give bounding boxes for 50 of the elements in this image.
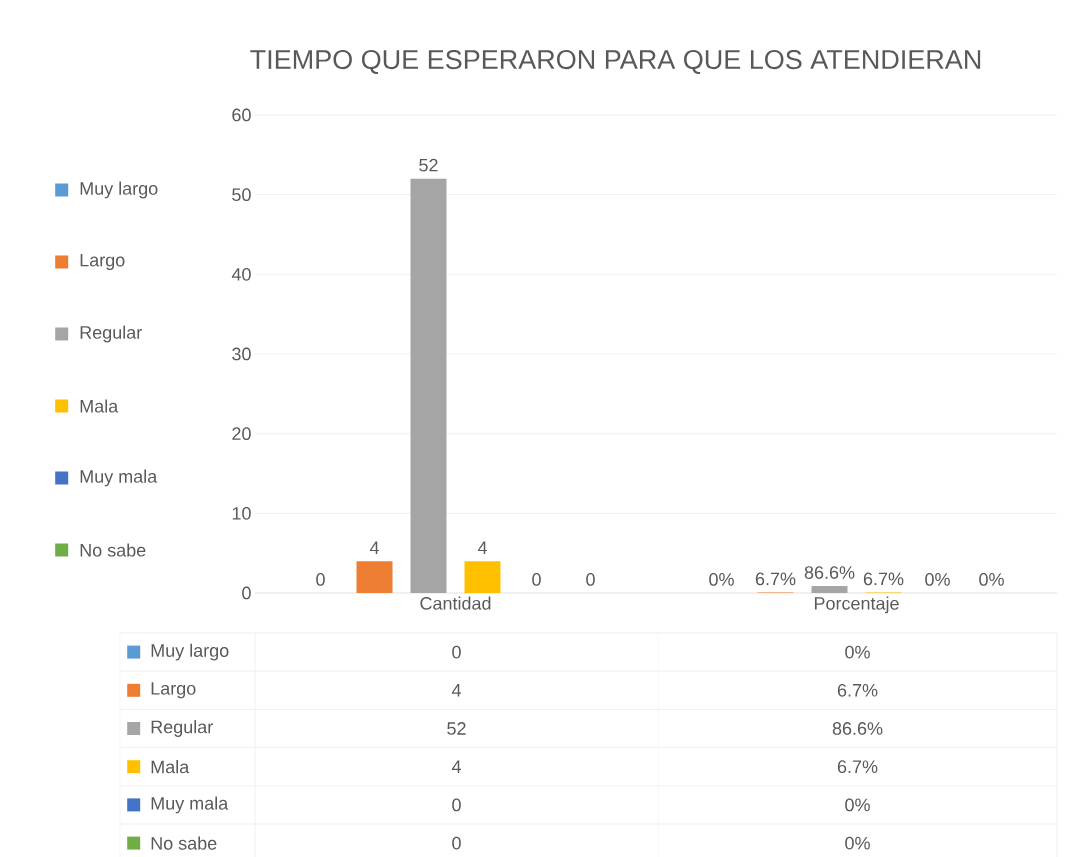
text: Regular xyxy=(80,325,142,343)
text: 0 xyxy=(586,573,595,586)
text: 6.7% xyxy=(755,572,796,586)
text: 4 xyxy=(477,541,487,554)
data-label: 0 xyxy=(452,836,461,850)
text: 86.6% xyxy=(804,566,855,579)
data-label: 4 xyxy=(451,684,461,697)
x-tick-label: Cantidad xyxy=(420,596,491,610)
data-label: 0 xyxy=(452,645,461,659)
bar xyxy=(356,561,393,593)
legend-label: Regular xyxy=(151,720,213,737)
text: 6.7% xyxy=(863,572,904,586)
text: No sabe xyxy=(151,836,217,850)
data-label: 6.7% xyxy=(837,760,878,774)
data-label: 0% xyxy=(845,645,870,659)
text: 0% xyxy=(925,573,950,586)
x-tick-label: Porcentaje xyxy=(814,596,899,614)
text: 0% xyxy=(709,573,734,586)
y-tick-label: 60 xyxy=(232,108,251,122)
text: 52 xyxy=(419,158,438,172)
bar xyxy=(811,586,848,593)
data-label: 0% xyxy=(845,798,870,812)
legend-label: Largo xyxy=(151,682,196,699)
legend-label: No sabe xyxy=(80,543,146,557)
text: 0 xyxy=(532,573,541,586)
y-tick-label: 10 xyxy=(232,506,251,520)
text: Mala xyxy=(80,399,119,413)
text: Largo xyxy=(80,253,125,271)
text: 4 xyxy=(369,541,379,554)
data-label: 4 xyxy=(451,760,461,773)
data-label: 52 xyxy=(447,722,466,735)
y-tick-label: 50 xyxy=(232,188,251,202)
data-label: 0 xyxy=(452,798,461,812)
text: 0 xyxy=(316,573,325,586)
bar xyxy=(410,178,447,593)
data-label: 6.7% xyxy=(837,683,878,697)
text: Muy largo xyxy=(151,643,229,661)
text: Muy mala xyxy=(151,796,229,814)
y-tick-label: 40 xyxy=(231,267,251,281)
text: 0% xyxy=(979,573,1004,586)
legend-label: Mala xyxy=(151,760,190,774)
y-tick-label: 20 xyxy=(232,427,251,441)
data-label: 86.6% xyxy=(832,722,883,735)
y-tick-label: 0 xyxy=(242,586,251,600)
chart-title: TIEMPO QUE ESPERARON PARA QUE LOS ATENDIERAN xyxy=(250,50,981,74)
y-tick-label: 30 xyxy=(232,347,251,361)
bar xyxy=(464,561,501,593)
data-label: 0% xyxy=(845,836,870,850)
legend-label: Muy largo xyxy=(80,181,158,199)
legend-label: Muy mala xyxy=(80,469,158,487)
